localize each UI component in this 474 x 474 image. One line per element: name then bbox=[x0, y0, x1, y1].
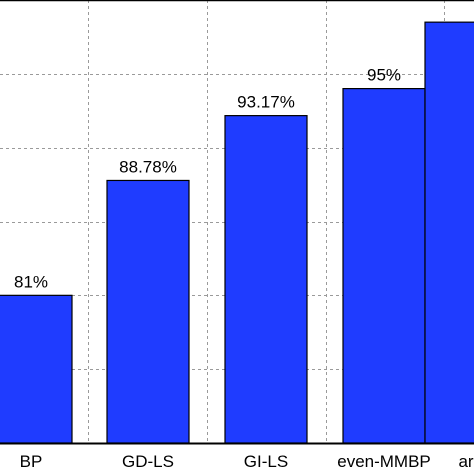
data-labels: 81% 88.78% 93.17% 95% bbox=[14, 66, 401, 292]
x-tick-gd-ls: GD-LS bbox=[122, 452, 174, 471]
x-tick-gi-ls: GI-LS bbox=[244, 452, 288, 471]
x-tick-bp: BP bbox=[20, 452, 43, 471]
data-label-even-mmbp: 95% bbox=[367, 66, 401, 85]
bar-bp bbox=[0, 294, 73, 444]
data-label-gd-ls: 88.78% bbox=[119, 157, 177, 176]
data-label-bp: 81% bbox=[14, 272, 48, 291]
x-tick-ar: ar bbox=[458, 452, 473, 471]
bar-gi-ls bbox=[224, 115, 308, 444]
bar-even-mmbp bbox=[342, 87, 426, 444]
bar-gd-ls bbox=[106, 179, 190, 444]
bars bbox=[0, 21, 474, 444]
x-tick-even-mmbp: even-MMBP bbox=[337, 452, 431, 471]
bar-ar bbox=[424, 21, 474, 444]
axes bbox=[0, 0, 474, 445]
x-tick-labels: BP GD-LS GI-LS even-MMBP ar bbox=[20, 452, 474, 471]
data-label-gi-ls: 93.17% bbox=[237, 93, 295, 112]
